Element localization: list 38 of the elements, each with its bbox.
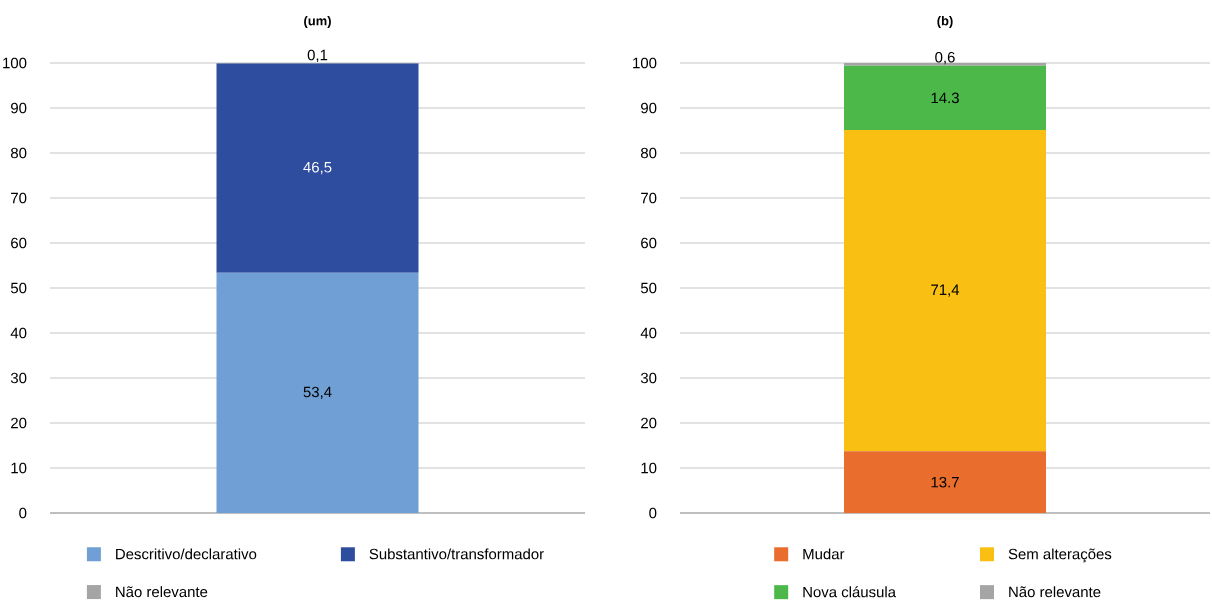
data-label: 0,6 — [935, 51, 955, 65]
data-label: 13.7 — [931, 476, 959, 488]
y-tick-label: 100 — [633, 57, 657, 69]
legend-label: Descritivo/declarativo — [116, 548, 257, 560]
data-label: 46,5 — [303, 161, 332, 175]
legend-label: Sem alterações — [1008, 548, 1112, 563]
y-tick-label: 10 — [11, 462, 27, 474]
y-tick-label: 60 — [641, 237, 657, 249]
y-tick-label: 50 — [640, 282, 657, 294]
y-tick-label: 0 — [19, 507, 27, 519]
y-tick-label: 70 — [641, 192, 657, 204]
y-tick-label: 70 — [11, 192, 27, 204]
data-label: 0,1 — [307, 49, 328, 63]
data-label: 53,4 — [303, 386, 332, 400]
chart-title: (um) — [304, 15, 331, 28]
y-tick-label: 90 — [11, 102, 27, 114]
legend-label: Mudar — [803, 548, 845, 560]
y-tick-label: 90 — [641, 102, 657, 114]
data-label: 71,4 — [931, 284, 960, 297]
data-label: 14.3 — [931, 92, 959, 104]
y-tick-label: 40 — [640, 327, 657, 339]
y-tick-label: 20 — [641, 417, 657, 429]
y-tick-label: 40 — [10, 327, 27, 339]
y-tick-label: 80 — [10, 147, 27, 159]
legend-label: Não relevante — [1009, 586, 1101, 598]
chart-title: (b) — [937, 15, 953, 28]
y-tick-label: 30 — [10, 372, 27, 384]
y-tick-label: 100 — [3, 57, 27, 69]
y-tick-label: 80 — [641, 147, 657, 159]
y-tick-label: 20 — [11, 417, 27, 429]
y-tick-label: 50 — [10, 282, 27, 294]
y-tick-label: 10 — [641, 462, 657, 474]
legend-label: Nova cláusula — [803, 586, 897, 598]
legend-label: Não relevante — [116, 586, 208, 598]
legend-label: Substantivo/transformador — [369, 548, 544, 560]
y-tick-label: 0 — [649, 507, 657, 519]
y-tick-label: 30 — [640, 372, 657, 384]
y-tick-label: 60 — [11, 237, 27, 249]
